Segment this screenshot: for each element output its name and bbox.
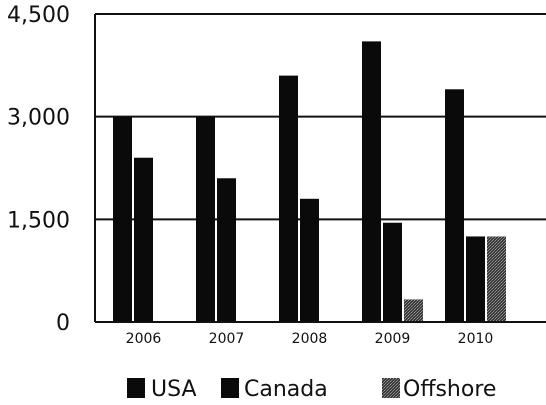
bar-usa-2008 bbox=[279, 75, 298, 322]
y-tick-label: 3,000 bbox=[7, 106, 70, 131]
bar-offshore-2009 bbox=[404, 299, 423, 322]
bar-usa-2010 bbox=[445, 89, 464, 323]
legend-label-canada: Canada bbox=[244, 377, 328, 402]
x-tick-labels: 2006 2007 2008 2009 2010 bbox=[126, 331, 494, 347]
x-tick-label: 2009 bbox=[375, 331, 411, 347]
bar-usa-2006 bbox=[113, 116, 132, 323]
legend-swatch-usa bbox=[127, 378, 145, 398]
bars bbox=[113, 41, 506, 323]
bar-usa-2007 bbox=[196, 116, 215, 323]
gridlines bbox=[95, 13, 546, 221]
bar-canada-2007 bbox=[217, 178, 236, 322]
y-tick-label: 4,500 bbox=[7, 3, 70, 28]
legend-label-usa: USA bbox=[151, 377, 197, 402]
bar-canada-2010 bbox=[466, 236, 485, 322]
y-tick-labels: 0 1,500 3,000 4,500 bbox=[7, 3, 70, 336]
legend-label-offshore: Offshore bbox=[403, 377, 496, 402]
legend-swatch-offshore bbox=[382, 378, 400, 398]
bar-canada-2006 bbox=[134, 157, 153, 322]
bar-canada-2008 bbox=[300, 198, 319, 322]
y-tick-label: 0 bbox=[56, 311, 70, 336]
bar-offshore-2010 bbox=[487, 236, 506, 322]
legend-swatch-canada bbox=[221, 378, 239, 398]
x-tick-label: 2010 bbox=[458, 331, 494, 347]
bar-usa-2009 bbox=[362, 41, 381, 322]
x-tick-label: 2008 bbox=[292, 331, 328, 347]
axes bbox=[94, 14, 546, 323]
y-tick-label: 1,500 bbox=[7, 208, 70, 233]
x-tick-label: 2006 bbox=[126, 331, 162, 347]
legend: USA Canada Offshore bbox=[127, 377, 496, 402]
bar-canada-2009 bbox=[383, 222, 402, 322]
x-tick-label: 2007 bbox=[209, 331, 245, 347]
